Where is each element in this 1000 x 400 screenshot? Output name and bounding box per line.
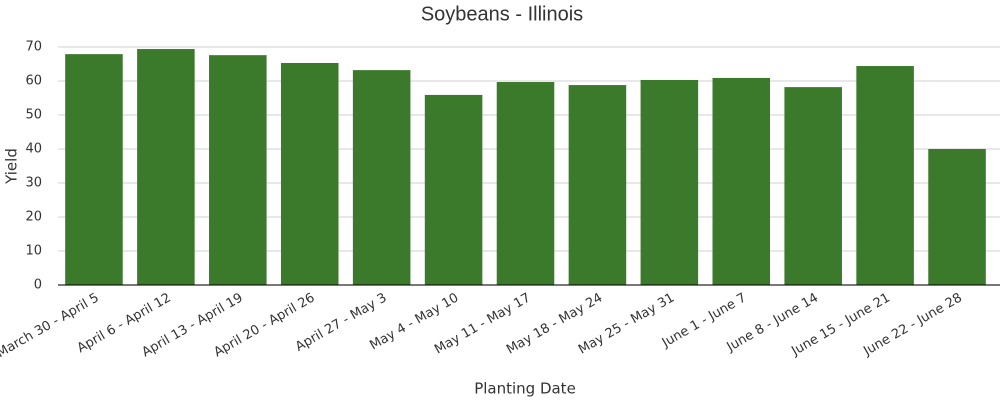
bar xyxy=(784,87,842,286)
bar xyxy=(568,85,627,285)
y-tick-label: 60 xyxy=(25,74,42,89)
y-tick-label: 40 xyxy=(25,142,42,157)
bar xyxy=(65,54,123,285)
bar xyxy=(424,94,483,285)
y-tick-label: 10 xyxy=(25,244,42,259)
y-tick-label: 20 xyxy=(25,210,42,225)
bar xyxy=(209,55,267,285)
bar xyxy=(856,66,914,285)
bar xyxy=(137,49,195,285)
y-axis-label: Yield xyxy=(3,148,21,185)
bar xyxy=(496,82,555,286)
x-axis-label: Planting Date xyxy=(474,380,576,398)
bar xyxy=(640,79,699,285)
y-tick-label: 70 xyxy=(25,40,42,55)
y-tick-label: 50 xyxy=(25,108,42,123)
chart-title: Soybeans - Illinois xyxy=(421,3,583,25)
bar xyxy=(352,70,411,286)
bar xyxy=(928,149,986,285)
y-tick-label: 0 xyxy=(34,278,42,293)
y-tick-label: 30 xyxy=(25,176,42,191)
bar xyxy=(280,62,339,286)
bar xyxy=(712,77,771,285)
